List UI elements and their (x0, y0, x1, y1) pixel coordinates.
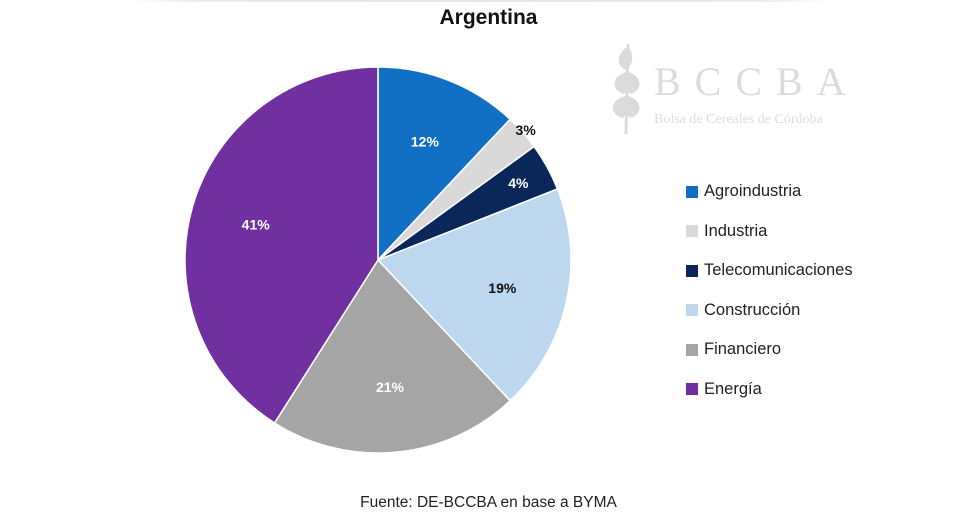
chart-legend: Agroindustria Industria Telecomunicaciones… (686, 172, 853, 409)
legend-swatch (686, 225, 698, 238)
slice-label-construcción: 19% (488, 280, 517, 296)
legend-swatch (686, 343, 698, 356)
legend-swatch (686, 264, 698, 277)
slice-label-agroindustria: 12% (411, 134, 440, 150)
slice-label-telecomunicaciones: 4% (508, 175, 529, 191)
pie-slice-energía (184, 66, 379, 424)
pie-slice-financiero (273, 258, 512, 454)
legend-swatch (686, 383, 698, 396)
legend-item-telecomunicaciones: Telecomunicaciones (686, 251, 853, 291)
legend-label: Agroindustria (704, 182, 802, 201)
cropped-title-line (130, 0, 830, 2)
source-note: Fuente: DE-BCCBA en base a BYMA (360, 494, 617, 511)
bccba-watermark: BCCBA Bolsa de Cereales de Córdoba (604, 36, 894, 136)
slice-label-energía: 41% (242, 216, 271, 232)
legend-label: Telecomunicaciones (704, 261, 853, 280)
legend-label: Construcción (704, 300, 801, 319)
wheat-icon (612, 43, 640, 135)
legend-label: Energía (704, 379, 762, 398)
watermark-subtitle: Bolsa de Cereales de Córdoba (654, 112, 823, 127)
slice-label-industria: 3% (516, 122, 537, 138)
legend-swatch (686, 185, 698, 198)
chart-title: Argentina (439, 6, 538, 29)
legend-label: Industria (704, 221, 768, 240)
pie-slice-construcción (376, 187, 572, 402)
slice-label-financiero: 21% (376, 379, 405, 395)
pie-slice-agroindustria (377, 66, 512, 262)
legend-item-energía: Energía (686, 370, 853, 410)
legend-item-industria: Industria (686, 212, 853, 252)
legend-label: Financiero (704, 340, 782, 359)
legend-item-financiero: Financiero (686, 330, 853, 370)
watermark-logo-text: BCCBA (654, 59, 860, 104)
legend-swatch (686, 304, 698, 317)
legend-item-agroindustria: Agroindustria (686, 172, 853, 212)
legend-item-construcción: Construcción (686, 291, 853, 331)
